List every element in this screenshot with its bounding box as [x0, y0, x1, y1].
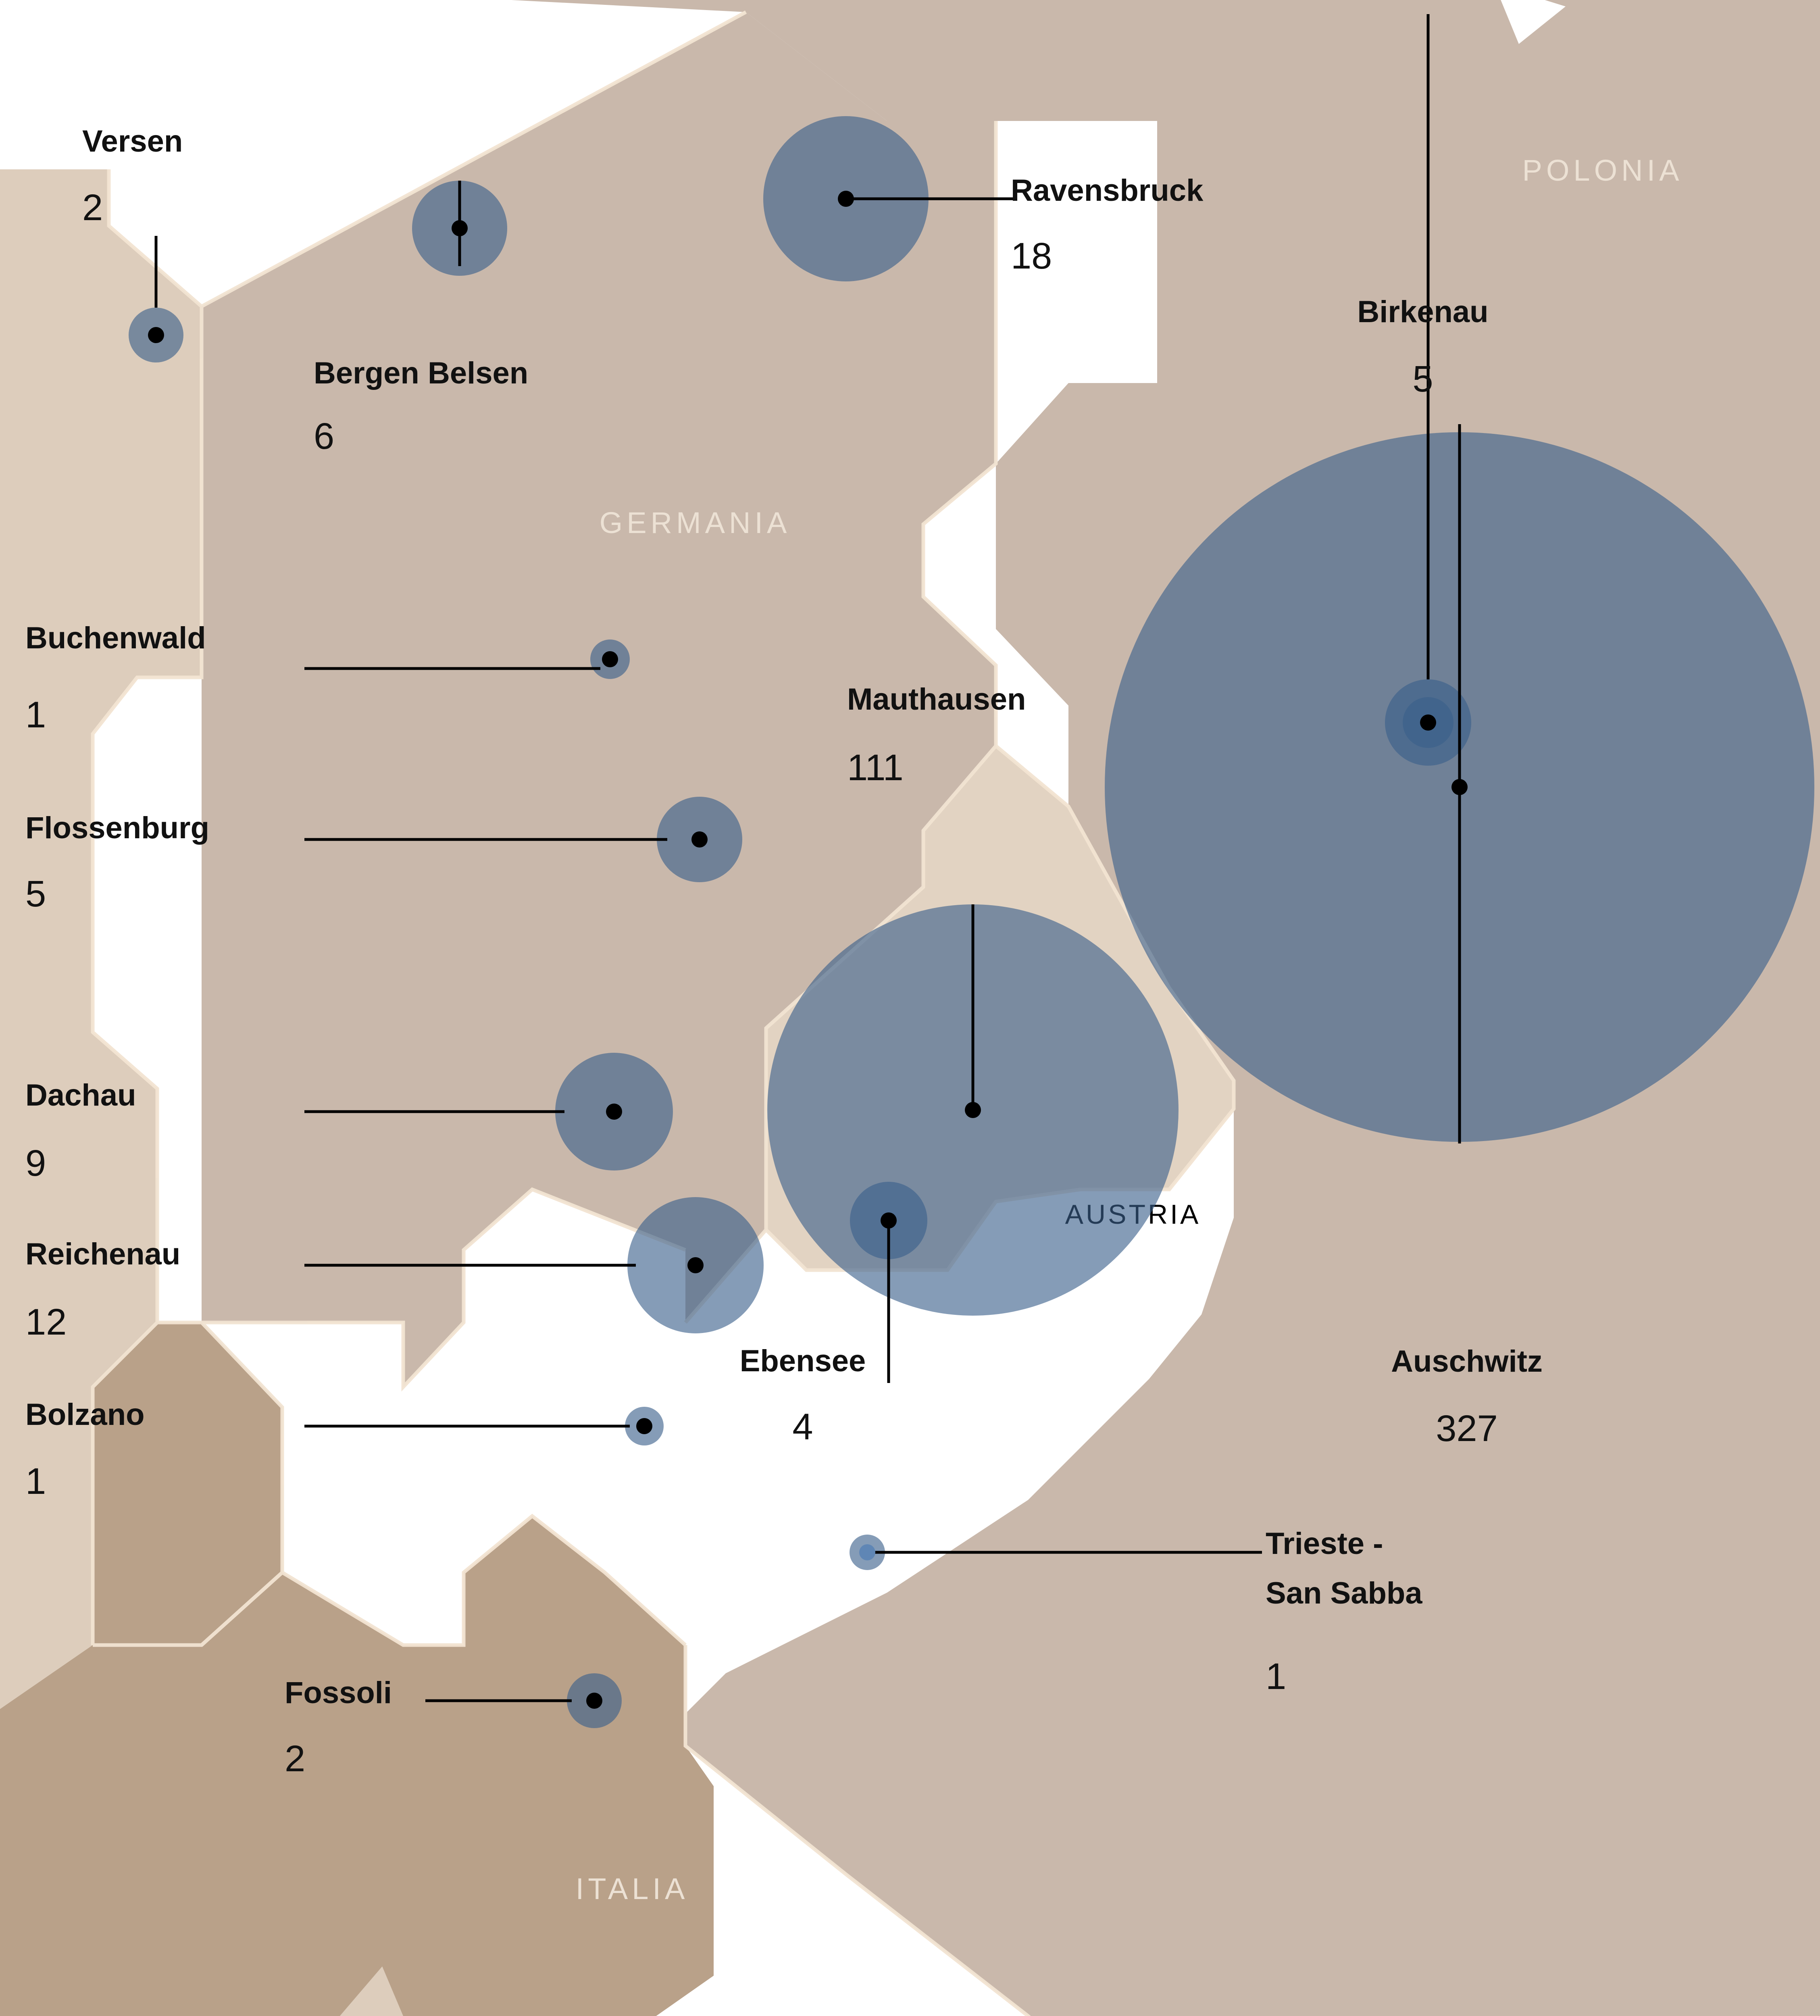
svg-text:Bergen Belsen: Bergen Belsen: [314, 356, 528, 390]
svg-text:Buchenwald: Buchenwald: [25, 621, 206, 655]
svg-text:Fossoli: Fossoli: [285, 1676, 392, 1710]
svg-text:1: 1: [1266, 1656, 1286, 1697]
svg-text:1: 1: [25, 1461, 46, 1502]
svg-text:Mauthausen: Mauthausen: [847, 682, 1026, 716]
svg-text:2: 2: [82, 187, 103, 228]
svg-text:Flossenburg: Flossenburg: [25, 811, 209, 845]
svg-text:ITALIA: ITALIA: [576, 1872, 689, 1906]
svg-text:Ravensbruck: Ravensbruck: [1011, 173, 1204, 208]
svg-text:San Sabba: San Sabba: [1266, 1576, 1422, 1610]
svg-text:Ebensee: Ebensee: [740, 1344, 866, 1378]
svg-text:2: 2: [285, 1738, 305, 1779]
svg-text:GERMANIA: GERMANIA: [600, 506, 791, 539]
svg-text:POLONIA: POLONIA: [1522, 154, 1683, 187]
svg-text:Dachau: Dachau: [25, 1078, 136, 1112]
svg-text:4: 4: [792, 1406, 813, 1447]
svg-text:Trieste -: Trieste -: [1266, 1527, 1383, 1561]
svg-text:Versen: Versen: [82, 124, 183, 158]
svg-text:Birkenau: Birkenau: [1357, 295, 1488, 329]
svg-text:111: 111: [847, 747, 904, 788]
svg-text:Reichenau: Reichenau: [25, 1237, 180, 1271]
svg-text:6: 6: [314, 416, 334, 457]
svg-text:Bolzano: Bolzano: [25, 1397, 145, 1432]
svg-text:1: 1: [25, 694, 46, 735]
svg-text:5: 5: [1412, 358, 1433, 400]
svg-text:Auschwitz: Auschwitz: [1391, 1344, 1543, 1379]
svg-text:5: 5: [25, 873, 46, 914]
svg-text:12: 12: [25, 1302, 67, 1343]
svg-text:327: 327: [1436, 1408, 1498, 1449]
svg-text:18: 18: [1011, 235, 1052, 277]
svg-text:9: 9: [25, 1143, 46, 1184]
